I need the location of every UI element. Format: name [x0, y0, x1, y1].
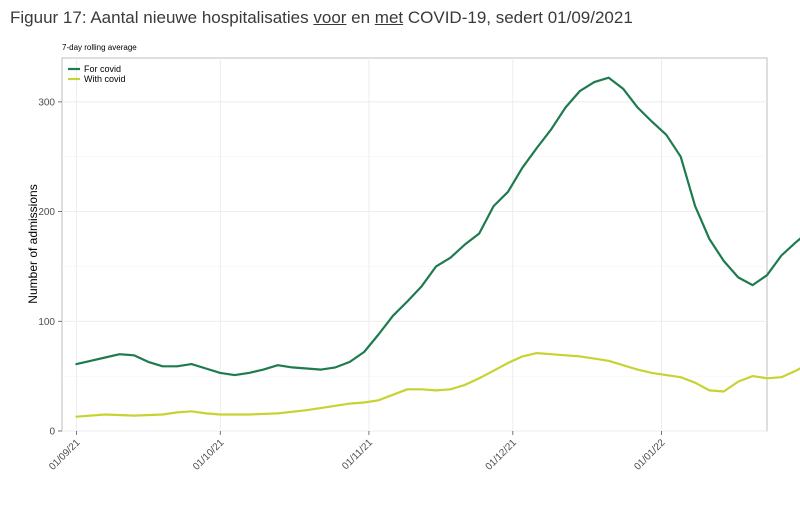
- y-axis: 0 100 200 300: [38, 97, 62, 438]
- series-line-with-covid: [75, 352, 800, 418]
- x-tick-label: 01/10/21: [191, 437, 227, 473]
- chart-subtitle: 7-day rolling average: [62, 43, 137, 52]
- figure-title-part: COVID-19, sedert 01/09/2021: [403, 8, 633, 27]
- figure-title-part: en: [346, 8, 375, 27]
- y-axis-title: Number of admissions: [26, 184, 40, 303]
- figure-title-underlined-met: met: [374, 8, 404, 27]
- y-tick-label: 0: [49, 427, 55, 438]
- figure-title: Figuur 17: Aantal nieuwe hospitalisaties…: [10, 8, 633, 28]
- legend-label: With covid: [84, 74, 126, 84]
- x-axis: 01/09/21 01/10/21 01/11/21 01/12/21 01/01/22: [47, 431, 668, 473]
- y-tick-label: 200: [38, 207, 55, 218]
- figure-title-underlined-voor: voor: [313, 8, 347, 27]
- series-line-for-covid: [75, 76, 800, 377]
- series-lines: [75, 76, 800, 418]
- figure-title-part: Figuur 17: Aantal nieuwe hospitalisaties: [10, 8, 314, 27]
- y-tick-label: 300: [38, 97, 55, 108]
- gridlines: [62, 58, 767, 432]
- x-tick-label: 01/01/22: [632, 437, 668, 473]
- x-tick-label: 01/12/21: [484, 437, 520, 473]
- x-tick-label: 01/09/21: [47, 437, 83, 473]
- x-tick-label: 01/11/21: [340, 437, 375, 472]
- y-tick-label: 100: [38, 317, 55, 328]
- legend-label: For covid: [84, 64, 121, 74]
